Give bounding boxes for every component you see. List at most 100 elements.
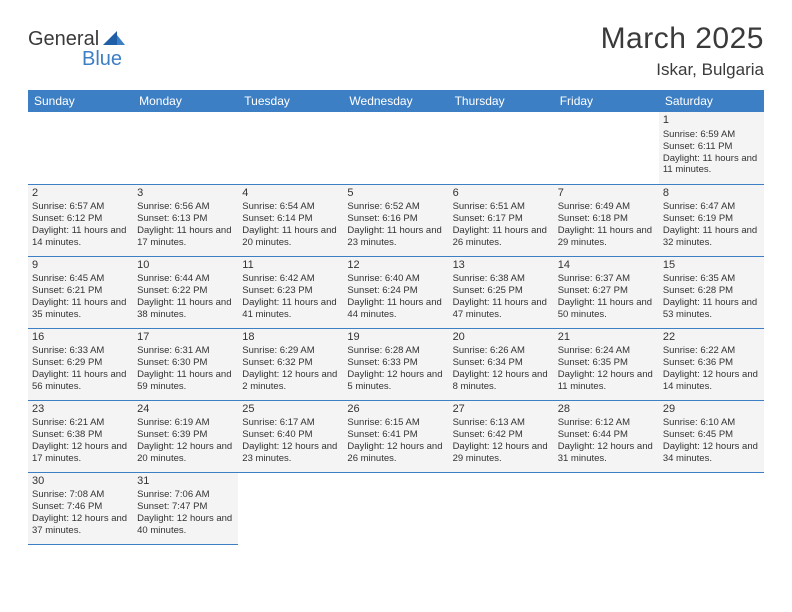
sunrise-line: Sunrise: 6:49 AM	[558, 201, 655, 213]
sunrise-line: Sunrise: 6:33 AM	[32, 345, 129, 357]
day-number: 25	[242, 403, 339, 417]
sunset-line: Sunset: 7:46 PM	[32, 501, 129, 513]
sunset-line: Sunset: 6:23 PM	[242, 285, 339, 297]
sunset-line: Sunset: 6:29 PM	[32, 357, 129, 369]
sunset-line: Sunset: 6:36 PM	[663, 357, 760, 369]
dayheader-sun: Sunday	[28, 90, 133, 112]
calendar-cell: 23Sunrise: 6:21 AMSunset: 6:38 PMDayligh…	[28, 400, 133, 472]
sunrise-line: Sunrise: 6:28 AM	[347, 345, 444, 357]
calendar-cell	[238, 112, 343, 184]
brand-part2: Blue	[82, 48, 122, 71]
sunset-line: Sunset: 6:32 PM	[242, 357, 339, 369]
calendar-cell: 13Sunrise: 6:38 AMSunset: 6:25 PMDayligh…	[449, 256, 554, 328]
calendar-cell	[133, 112, 238, 184]
sunrise-line: Sunrise: 6:26 AM	[453, 345, 550, 357]
sunrise-line: Sunrise: 7:08 AM	[32, 489, 129, 501]
day-number: 13	[453, 259, 550, 273]
calendar-cell: 3Sunrise: 6:56 AMSunset: 6:13 PMDaylight…	[133, 184, 238, 256]
calendar-cell: 27Sunrise: 6:13 AMSunset: 6:42 PMDayligh…	[449, 400, 554, 472]
sunrise-line: Sunrise: 6:31 AM	[137, 345, 234, 357]
daylight-line: Daylight: 11 hours and 14 minutes.	[32, 225, 129, 249]
daylight-line: Daylight: 12 hours and 14 minutes.	[663, 369, 760, 393]
sunrise-line: Sunrise: 6:17 AM	[242, 417, 339, 429]
calendar-cell	[238, 472, 343, 544]
day-number: 4	[242, 187, 339, 201]
calendar-cell: 11Sunrise: 6:42 AMSunset: 6:23 PMDayligh…	[238, 256, 343, 328]
sunrise-line: Sunrise: 6:56 AM	[137, 201, 234, 213]
sunrise-line: Sunrise: 6:52 AM	[347, 201, 444, 213]
dayheader-wed: Wednesday	[343, 90, 448, 112]
daylight-line: Daylight: 12 hours and 20 minutes.	[137, 441, 234, 465]
day-number: 21	[558, 331, 655, 345]
calendar-cell	[28, 112, 133, 184]
calendar-cell	[343, 112, 448, 184]
daylight-line: Daylight: 12 hours and 26 minutes.	[347, 441, 444, 465]
calendar-cell: 30Sunrise: 7:08 AMSunset: 7:46 PMDayligh…	[28, 472, 133, 544]
calendar-cell: 15Sunrise: 6:35 AMSunset: 6:28 PMDayligh…	[659, 256, 764, 328]
daylight-line: Daylight: 12 hours and 34 minutes.	[663, 441, 760, 465]
day-number: 18	[242, 331, 339, 345]
calendar-cell: 21Sunrise: 6:24 AMSunset: 6:35 PMDayligh…	[554, 328, 659, 400]
title-block: March 2025 Iskar, Bulgaria	[601, 22, 764, 80]
daylight-line: Daylight: 12 hours and 17 minutes.	[32, 441, 129, 465]
sunrise-line: Sunrise: 6:37 AM	[558, 273, 655, 285]
sunset-line: Sunset: 6:42 PM	[453, 429, 550, 441]
sunset-line: Sunset: 6:16 PM	[347, 213, 444, 225]
sunrise-line: Sunrise: 7:06 AM	[137, 489, 234, 501]
daylight-line: Daylight: 12 hours and 31 minutes.	[558, 441, 655, 465]
daylight-line: Daylight: 11 hours and 23 minutes.	[347, 225, 444, 249]
dayheader-tue: Tuesday	[238, 90, 343, 112]
daylight-line: Daylight: 11 hours and 38 minutes.	[137, 297, 234, 321]
calendar-cell: 12Sunrise: 6:40 AMSunset: 6:24 PMDayligh…	[343, 256, 448, 328]
sunset-line: Sunset: 6:38 PM	[32, 429, 129, 441]
calendar-row: 23Sunrise: 6:21 AMSunset: 6:38 PMDayligh…	[28, 400, 764, 472]
daylight-line: Daylight: 11 hours and 32 minutes.	[663, 225, 760, 249]
day-number: 14	[558, 259, 655, 273]
dayheader-mon: Monday	[133, 90, 238, 112]
day-number: 11	[242, 259, 339, 273]
sunrise-line: Sunrise: 6:38 AM	[453, 273, 550, 285]
month-title: March 2025	[601, 22, 764, 56]
daylight-line: Daylight: 12 hours and 5 minutes.	[347, 369, 444, 393]
day-number: 12	[347, 259, 444, 273]
calendar-cell: 24Sunrise: 6:19 AMSunset: 6:39 PMDayligh…	[133, 400, 238, 472]
daylight-line: Daylight: 11 hours and 50 minutes.	[558, 297, 655, 321]
sunrise-line: Sunrise: 6:44 AM	[137, 273, 234, 285]
day-number: 5	[347, 187, 444, 201]
daylight-line: Daylight: 12 hours and 23 minutes.	[242, 441, 339, 465]
sunrise-line: Sunrise: 6:29 AM	[242, 345, 339, 357]
day-number: 2	[32, 187, 129, 201]
daylight-line: Daylight: 12 hours and 40 minutes.	[137, 513, 234, 537]
day-header-row: Sunday Monday Tuesday Wednesday Thursday…	[28, 90, 764, 112]
sunrise-line: Sunrise: 6:57 AM	[32, 201, 129, 213]
day-number: 23	[32, 403, 129, 417]
sunset-line: Sunset: 6:13 PM	[137, 213, 234, 225]
dayheader-sat: Saturday	[659, 90, 764, 112]
day-number: 3	[137, 187, 234, 201]
sunrise-line: Sunrise: 6:35 AM	[663, 273, 760, 285]
sunset-line: Sunset: 6:25 PM	[453, 285, 550, 297]
calendar-row: 9Sunrise: 6:45 AMSunset: 6:21 PMDaylight…	[28, 256, 764, 328]
sunrise-line: Sunrise: 6:51 AM	[453, 201, 550, 213]
sunrise-line: Sunrise: 6:13 AM	[453, 417, 550, 429]
sunset-line: Sunset: 6:30 PM	[137, 357, 234, 369]
sunset-line: Sunset: 6:12 PM	[32, 213, 129, 225]
sunset-line: Sunset: 6:18 PM	[558, 213, 655, 225]
calendar-cell	[343, 472, 448, 544]
daylight-line: Daylight: 11 hours and 11 minutes.	[663, 153, 760, 177]
calendar-cell: 31Sunrise: 7:06 AMSunset: 7:47 PMDayligh…	[133, 472, 238, 544]
day-number: 30	[32, 475, 129, 489]
header: General March 2025 Iskar, Bulgaria	[28, 22, 764, 80]
calendar-row: 30Sunrise: 7:08 AMSunset: 7:46 PM Dayligh…	[28, 472, 764, 544]
day-number: 17	[137, 331, 234, 345]
calendar-cell	[659, 472, 764, 544]
sunset-line: Sunset: 6:28 PM	[663, 285, 760, 297]
day-number: 8	[663, 187, 760, 201]
sunset-line: Sunset: 6:41 PM	[347, 429, 444, 441]
sunrise-line: Sunrise: 6:54 AM	[242, 201, 339, 213]
calendar-cell	[449, 112, 554, 184]
daylight-line: Daylight: 12 hours and 8 minutes.	[453, 369, 550, 393]
calendar-cell: 19Sunrise: 6:28 AMSunset: 6:33 PMDayligh…	[343, 328, 448, 400]
calendar-cell: 1Sunrise: 6:59 AMSunset: 6:11 PMDaylight…	[659, 112, 764, 184]
daylight-line: Daylight: 11 hours and 29 minutes.	[558, 225, 655, 249]
